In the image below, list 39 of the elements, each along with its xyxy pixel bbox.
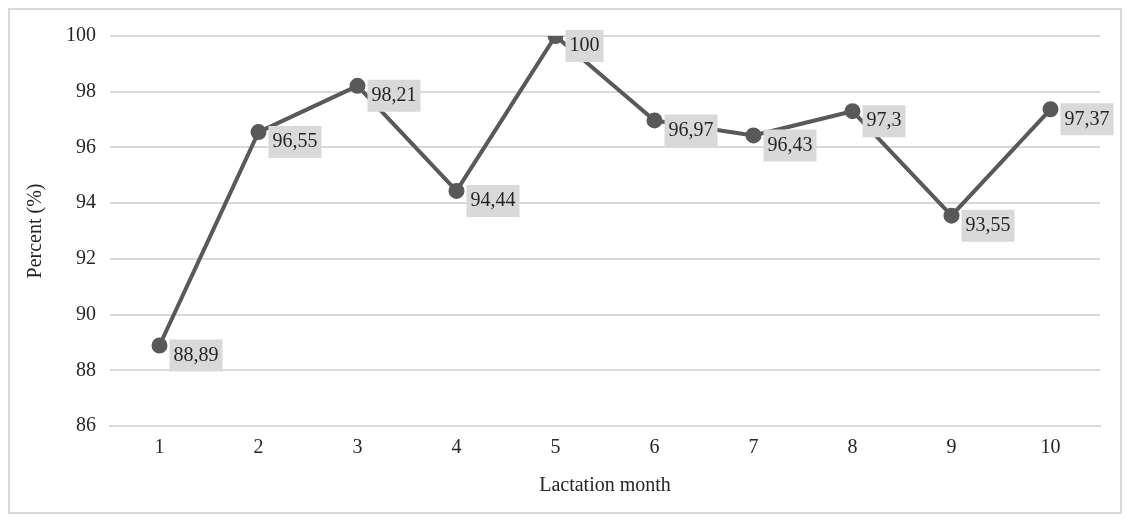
point [646,112,663,129]
data-label: 93,55 [965,212,1011,235]
point [250,124,267,141]
y-tick-label: 90 [76,301,96,324]
y-tick-label: 96 [76,134,96,157]
point [943,207,960,224]
point [1042,101,1059,118]
data-label: 97,37 [1064,106,1110,129]
point [745,127,762,144]
data-label: 96,43 [767,132,813,155]
data-label: 88,89 [173,342,219,365]
x-tick-label: 10 [1040,435,1061,458]
x-tick-label: 8 [847,435,858,458]
point [349,77,366,94]
x-axis-title: Lactation month [539,473,671,496]
y-axis-title: Percent (%) [23,183,47,279]
x-tick-label: 9 [946,435,957,458]
data-label: 96,55 [272,129,318,152]
x-tick-label: 5 [550,435,561,458]
y-tick-label: 92 [76,246,96,269]
x-tick-label: 2 [253,435,264,458]
y-tick-label: 98 [76,78,96,101]
y-tick-label: 86 [76,413,96,436]
x-tick-label: 1 [154,435,165,458]
x-tick-label: 3 [352,435,363,458]
y-tick-label: 94 [76,190,96,213]
data-label: 94,44 [470,188,516,211]
data-label: 98,21 [371,83,417,106]
y-tick-label: 100 [66,23,96,46]
x-tick-label: 4 [451,435,462,458]
point [448,182,465,199]
y-tick-label: 88 [76,357,96,380]
point [844,103,861,120]
x-tick-label: 6 [649,435,660,458]
point [151,337,168,354]
x-tick-label: 7 [748,435,759,458]
data-label: 96,97 [668,117,714,140]
data-label: 97,3 [866,108,902,131]
data-label: 100 [569,33,600,56]
